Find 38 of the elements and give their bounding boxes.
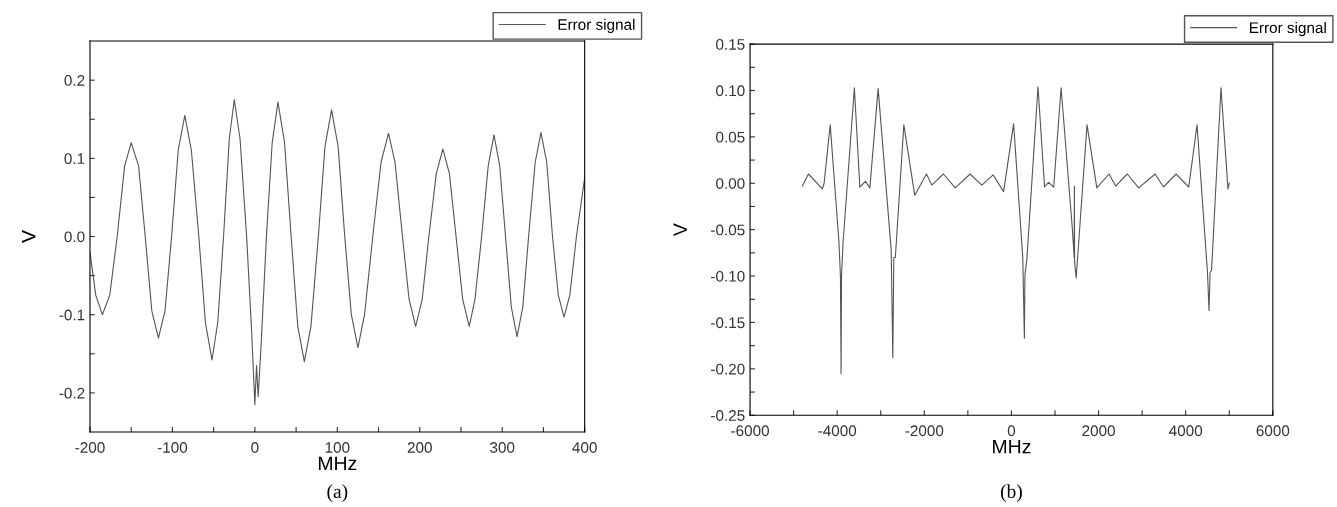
- y-tick-label: -0.10: [711, 270, 745, 282]
- y-tick-label: -0.15: [711, 317, 745, 329]
- y-tick-label: 0.10: [716, 85, 745, 97]
- text: (a): [327, 484, 348, 502]
- x-tick-label: 6000: [1256, 425, 1290, 437]
- y-tick-label: 0.0: [64, 231, 85, 243]
- y-tick-label: 0.1: [64, 153, 85, 165]
- x-axis-title: MHz: [993, 439, 1031, 454]
- x-tick-label: -200: [75, 442, 105, 453]
- line-series: [89, 99, 585, 406]
- x-tick-label: 400: [572, 442, 597, 453]
- y-axis-title: V: [21, 230, 36, 243]
- y-tick-label: 0.05: [716, 131, 745, 143]
- x-tick-label: 100: [325, 442, 350, 453]
- y-tick-label: -0.1: [59, 309, 85, 321]
- y-tick-label: -0.20: [711, 363, 745, 375]
- y-tick-label: 0.00: [716, 178, 745, 189]
- x-tick-label: -6000: [731, 425, 769, 437]
- x-tick-label: 2000: [1082, 425, 1115, 437]
- x-tick-label: 4000: [1169, 425, 1203, 437]
- y-tick-label: 0.2: [64, 75, 85, 86]
- y-tick-label: -0.25: [711, 410, 745, 421]
- y-tick-label: 0.15: [716, 38, 745, 50]
- x-tick-label: -100: [157, 442, 188, 453]
- x-tick-label: 0: [1007, 425, 1016, 437]
- legend-label: Error signal: [1249, 21, 1326, 37]
- legend-label: Error signal: [558, 18, 635, 33]
- x-tick-label: 200: [407, 442, 432, 453]
- text: (b): [1000, 484, 1022, 502]
- line-series: [801, 86, 1230, 375]
- x-tick-label: 0: [251, 442, 259, 453]
- x-tick-label: 300: [490, 442, 515, 453]
- x-axis-title: MHz: [318, 456, 357, 471]
- x-tick-label: -2000: [905, 425, 944, 437]
- x-tick-label: -4000: [818, 425, 857, 437]
- y-tick-label: -0.2: [59, 387, 85, 399]
- y-tick-label: -0.05: [711, 224, 745, 236]
- y-axis-title: V: [673, 223, 687, 237]
